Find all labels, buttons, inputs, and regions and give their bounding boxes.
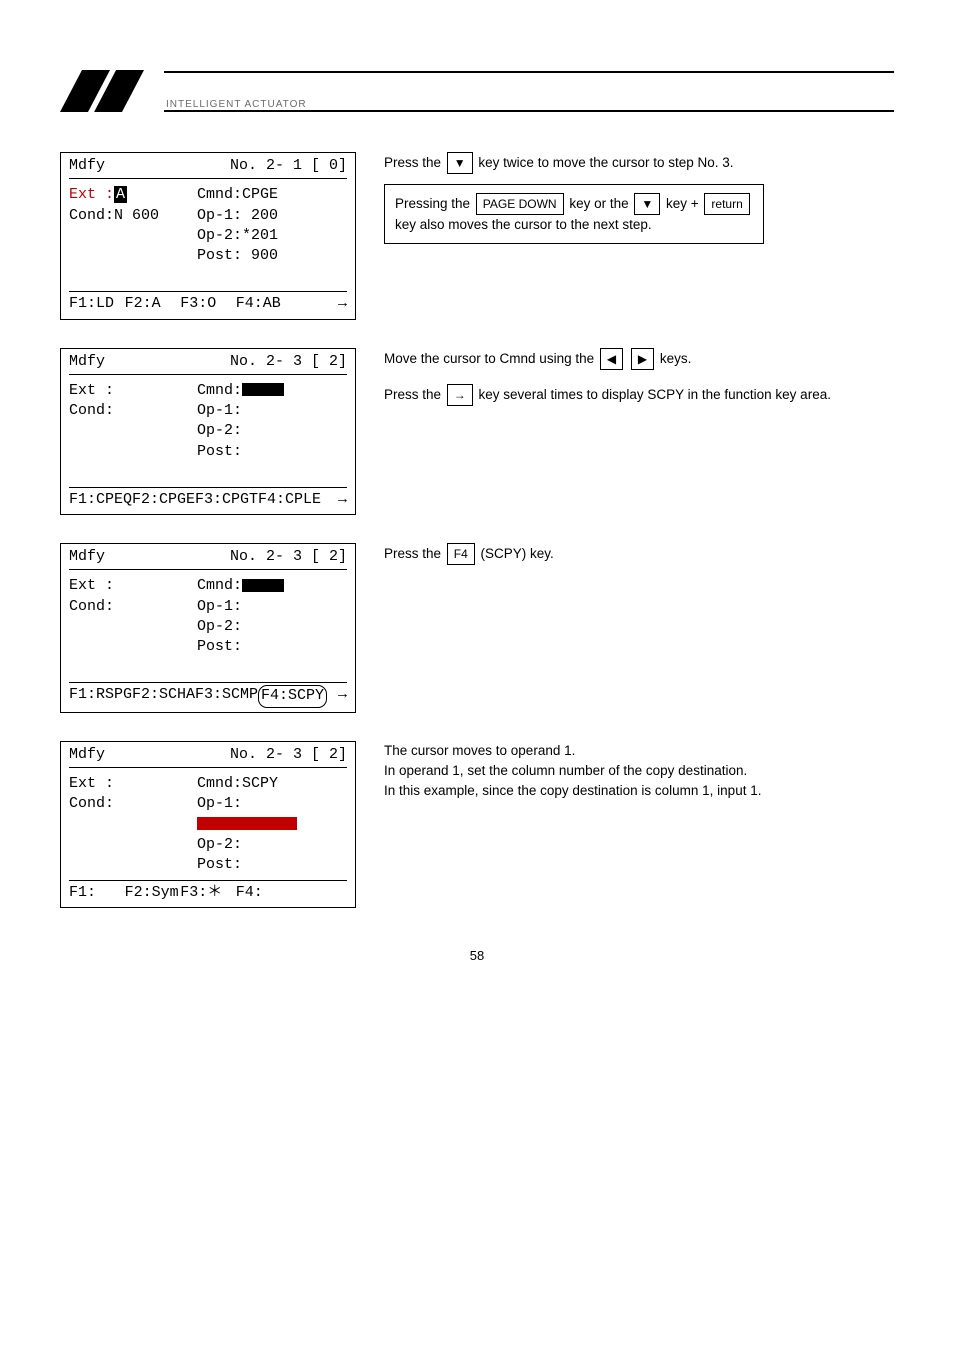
lcd3-post: Post: <box>197 637 347 657</box>
lcd4-cond: Cond: <box>69 794 197 835</box>
lcd4-op2: Op-2: <box>197 835 347 855</box>
lcd1-op1: Op-1: 200 <box>197 206 347 226</box>
key-pagedown: PAGE DOWN <box>476 193 564 215</box>
lcd3-op1: Op-1: <box>197 597 347 617</box>
lcd2-cond: Cond: <box>69 401 197 421</box>
lcd3-fn4: F4:SCPY <box>258 685 327 707</box>
lcd1-post: Post: 900 <box>197 246 347 266</box>
lcd1-cond: Cond:N 600 <box>69 206 197 226</box>
lcd4-post: Post: <box>197 855 347 875</box>
desc-3: Press the F4 (SCPY) key. <box>384 543 894 565</box>
lcd1-title-r: No. 2- 1 [ 0] <box>230 156 347 176</box>
lcd4-fn4: F4: <box>236 883 292 903</box>
lcd1-fn4: F4:AB <box>236 294 292 314</box>
lcd1-ext-hi: A <box>114 186 127 203</box>
lcd-panel-2: Mdfy No. 2- 3 [ 2] Ext : Cmnd: Cond: Op-… <box>60 348 356 516</box>
lcd3-title-l: Mdfy <box>69 547 105 567</box>
lcd3-fn3: F3:SCMP <box>195 685 258 707</box>
lcd2-cursor <box>242 383 284 396</box>
lcd3-cond: Cond: <box>69 597 197 617</box>
lcd2-fn4: F4:CPLE <box>258 490 321 510</box>
lcd1-fn5: → <box>291 294 347 314</box>
lcd4-fn2: F2:Sym <box>125 883 181 903</box>
lcd2-title-l: Mdfy <box>69 352 105 372</box>
lcd3-title-r: No. 2- 3 [ 2] <box>230 547 347 567</box>
lcd2-title-r: No. 2- 3 [ 2] <box>230 352 347 372</box>
lcd4-cmnd: Cmnd:SCPY <box>197 774 347 794</box>
lcd4-cursor <box>197 817 297 830</box>
lcd2-fn5: → <box>321 490 347 510</box>
key-down2-icon: ▼ <box>634 193 660 215</box>
key-f4: F4 <box>447 543 475 565</box>
doc-header: INTELLIGENT ACTUATOR <box>60 70 894 112</box>
lcd2-fn3: F3:CPGT <box>195 490 258 510</box>
key-left-icon: ◀ <box>600 348 623 370</box>
header-rule: INTELLIGENT ACTUATOR <box>164 71 894 112</box>
lcd1-op2: Op-2:*201 <box>197 226 347 246</box>
lcd3-op2: Op-2: <box>197 617 347 637</box>
lcd1-title-l: Mdfy <box>69 156 105 176</box>
brand-text: INTELLIGENT ACTUATOR <box>164 99 894 110</box>
lcd2-fn2: F2:CPGE <box>132 490 195 510</box>
lcd1-fn3: F3:O <box>180 294 236 314</box>
lcd1-fn1: F1:LD <box>69 294 125 314</box>
lcd4-fn1: F1: <box>69 883 125 903</box>
key-right-icon: ▶ <box>631 348 654 370</box>
brand-logo <box>60 70 152 112</box>
lcd1-cmnd: Cmnd:CPGE <box>197 185 347 205</box>
lcd3-ext: Ext : <box>69 576 197 596</box>
key-return: return <box>704 193 749 215</box>
desc-2: Move the cursor to Cmnd using the ◀ ▶ ke… <box>384 348 894 406</box>
lcd2-cmnd: Cmnd: <box>197 382 242 399</box>
lcd-panel-4: Mdfy No. 2- 3 [ 2] Ext : Cmnd:SCPY Cond:… <box>60 741 356 909</box>
desc-4: The cursor moves to operand 1. In operan… <box>384 741 894 802</box>
lcd-panel-3: Mdfy No. 2- 3 [ 2] Ext : Cmnd: Cond: Op-… <box>60 543 356 713</box>
key-arrow-right-icon: → <box>447 384 473 406</box>
desc-1: Press the ▼ key twice to move the cursor… <box>384 152 894 244</box>
lcd4-ext: Ext : <box>69 774 197 794</box>
lcd3-fn2: F2:SCHA <box>132 685 195 707</box>
lcd4-fn3: F3:＊ <box>180 883 236 903</box>
lcd3-fn5: → <box>327 685 347 707</box>
lcd2-ext: Ext : <box>69 381 197 401</box>
lcd2-post: Post: <box>197 442 347 462</box>
lcd-panel-1: Mdfy No. 2- 1 [ 0] Ext :A Cmnd:CPGE Cond… <box>60 152 356 320</box>
lcd3-cursor <box>242 579 284 592</box>
lcd4-title-r: No. 2- 3 [ 2] <box>230 745 347 765</box>
lcd3-fn1: F1:RSPG <box>69 685 132 707</box>
lcd2-fn1: F1:CPEQ <box>69 490 132 510</box>
lcd4-title-l: Mdfy <box>69 745 105 765</box>
lcd2-op1: Op-1: <box>197 401 347 421</box>
lcd1-ext-label: Ext : <box>69 186 114 203</box>
lcd3-cmnd: Cmnd: <box>197 577 242 594</box>
lcd2-op2: Op-2: <box>197 421 347 441</box>
lcd4-fn5 <box>291 883 347 903</box>
page-number: 58 <box>60 948 894 963</box>
framed-note-1: Pressing the PAGE DOWN key or the ▼ key … <box>384 184 764 244</box>
key-down-icon: ▼ <box>447 152 473 174</box>
lcd4-op1: Op-1: <box>197 795 242 812</box>
lcd1-fn2: F2:A <box>125 294 181 314</box>
